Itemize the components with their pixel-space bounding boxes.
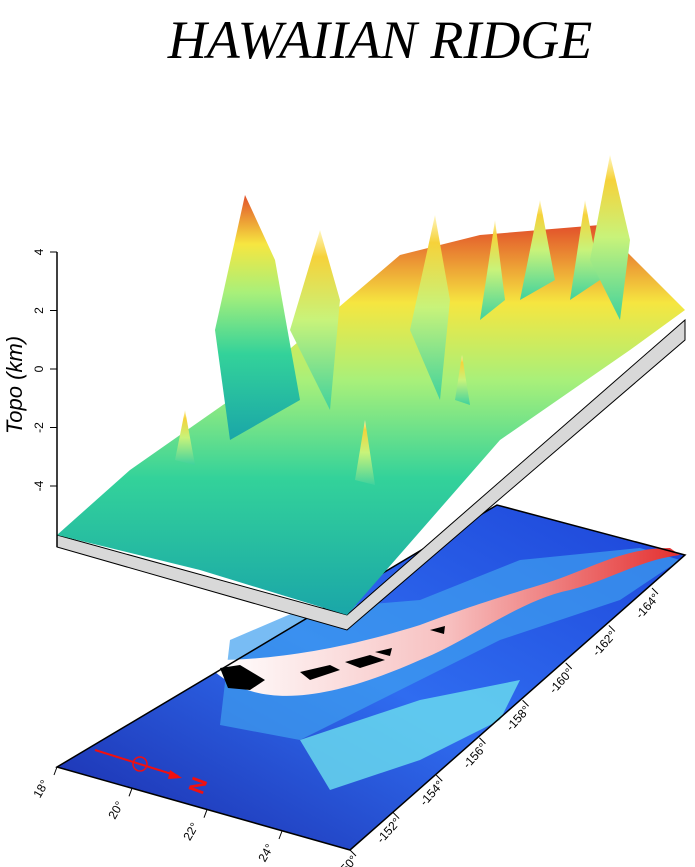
lon-tick — [349, 849, 357, 857]
lat-tick — [278, 830, 283, 840]
lon-tick — [522, 699, 529, 707]
lat-tick — [203, 809, 208, 818]
lat-tick-label: 22° — [180, 820, 201, 843]
map-plane — [55, 504, 687, 851]
lon-tick — [435, 774, 443, 782]
lon-tick — [608, 625, 616, 632]
lon-tick-label: -150° — [331, 852, 361, 867]
z-tick-label: -2 — [32, 422, 46, 433]
z-tick-label: 2 — [32, 307, 46, 314]
lat-tick-label: 20° — [105, 799, 126, 822]
title: HAWAIIAN RIDGE — [167, 10, 593, 70]
z-axis: Topo (km) 4 2 0 -2 -4 — [2, 248, 58, 547]
terrain-block — [56, 155, 686, 631]
lon-tick — [479, 737, 486, 745]
lat-tick — [53, 766, 58, 776]
lat-tick-label: 18° — [30, 777, 51, 800]
lon-tick — [392, 812, 400, 819]
lat-tick — [128, 788, 133, 797]
lon-tick — [651, 587, 659, 595]
z-tick-label: -4 — [32, 480, 46, 491]
z-tick-label: 4 — [32, 248, 46, 255]
lon-tick — [565, 662, 573, 670]
lat-tick-label: 24° — [255, 841, 276, 864]
z-tick-label: 0 — [32, 365, 46, 372]
z-axis-label: Topo (km) — [2, 336, 27, 434]
